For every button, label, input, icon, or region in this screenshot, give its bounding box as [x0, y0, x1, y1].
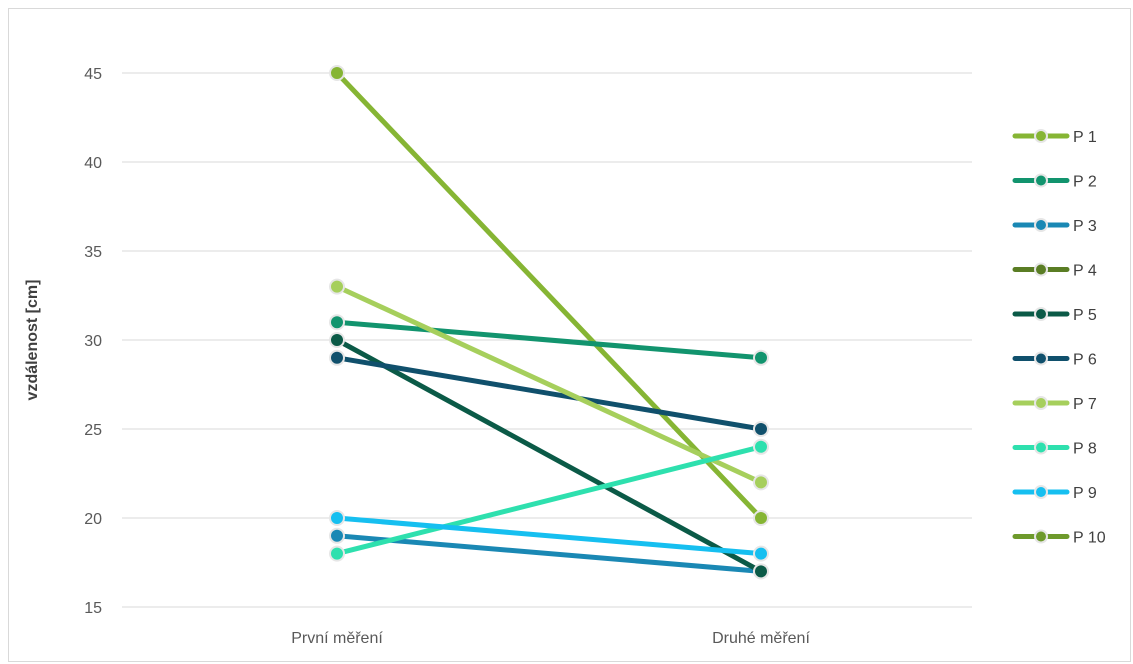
- data-point: [329, 510, 345, 526]
- series-line: [334, 337, 764, 574]
- legend-item: P 3: [1012, 218, 1097, 235]
- legend: P 1 P 2 P 3 P 4 P 5 P 6 P 7 P 8 P 9 P 10: [1012, 129, 1106, 547]
- legend-swatch-marker: [1034, 173, 1048, 188]
- data-point: [753, 421, 769, 437]
- legend-item: P 5: [1012, 307, 1097, 324]
- legend-swatch-marker: [1034, 396, 1048, 410]
- legend-label: P 2: [1073, 174, 1097, 191]
- data-point: [753, 510, 769, 526]
- y-tick-labels: 15 20 25 30 35 40 45: [84, 66, 102, 617]
- legend-item: P 10: [1012, 529, 1106, 547]
- series-line: [334, 533, 764, 574]
- legend-item: P 9: [1012, 485, 1097, 502]
- y-tick-label: 30: [84, 333, 102, 350]
- data-point: [753, 438, 769, 455]
- y-tick-label: 20: [84, 511, 102, 528]
- legend-swatch-marker: [1034, 129, 1048, 143]
- x-tick-labels: První měření Druhé měření: [291, 630, 810, 647]
- series-p8: [329, 438, 769, 562]
- data-point: [329, 278, 345, 295]
- legend-item: P 6: [1012, 351, 1097, 369]
- data-point: [329, 349, 345, 366]
- data-point: [753, 545, 769, 562]
- legend-swatch-marker: [1034, 529, 1048, 544]
- y-tick-label: 15: [84, 600, 102, 617]
- data-point: [753, 474, 769, 491]
- y-axis-title: vzdálenost [cm]: [24, 280, 41, 401]
- series-p7: [329, 278, 769, 491]
- series-line: [334, 319, 764, 361]
- data-point: [329, 65, 345, 81]
- legend-swatch-marker: [1034, 351, 1048, 366]
- legend-label: P 10: [1073, 530, 1106, 547]
- data-point: [329, 314, 345, 331]
- series-line: [334, 284, 764, 485]
- y-tick-label: 45: [84, 66, 102, 83]
- legend-label: P 4: [1073, 263, 1097, 280]
- series-line: [334, 515, 764, 557]
- series-p1: [329, 65, 769, 526]
- legend-item: P 2: [1012, 173, 1097, 191]
- legend-item: P 4: [1012, 262, 1097, 280]
- y-tick-label: 40: [84, 155, 102, 172]
- series-p9: [329, 510, 769, 562]
- data-point: [329, 545, 345, 562]
- legend-swatch-marker: [1034, 262, 1048, 277]
- legend-label: P 1: [1073, 129, 1097, 146]
- legend-swatch-marker: [1034, 307, 1048, 321]
- legend-label: P 9: [1073, 485, 1097, 502]
- legend-item: P 8: [1012, 440, 1097, 458]
- legend-swatch-marker: [1034, 485, 1048, 499]
- legend-swatch-marker: [1034, 218, 1048, 232]
- legend-swatch-marker: [1034, 440, 1048, 455]
- gridlines: [122, 72, 972, 608]
- series-p6: [329, 349, 769, 437]
- y-tick-label: 25: [84, 422, 102, 439]
- series-line: [334, 444, 764, 557]
- series-line: [334, 70, 764, 521]
- data-point: [329, 332, 345, 348]
- data-point: [753, 563, 769, 580]
- data-point: [753, 349, 769, 366]
- series-line: [334, 355, 764, 432]
- series-p2: [329, 314, 769, 366]
- series-lines: [329, 65, 769, 580]
- legend-label: P 5: [1073, 307, 1097, 324]
- y-tick-label: 35: [84, 244, 102, 261]
- legend-item: P 7: [1012, 396, 1097, 413]
- legend-label: P 3: [1073, 218, 1097, 235]
- x-tick-label: První měření: [291, 630, 383, 647]
- series-p5: [329, 332, 769, 580]
- legend-label: P 7: [1073, 396, 1097, 413]
- legend-item: P 1: [1012, 129, 1097, 146]
- data-point: [329, 527, 345, 544]
- legend-label: P 6: [1073, 352, 1097, 369]
- x-tick-label: Druhé měření: [712, 630, 810, 647]
- legend-label: P 8: [1073, 441, 1097, 458]
